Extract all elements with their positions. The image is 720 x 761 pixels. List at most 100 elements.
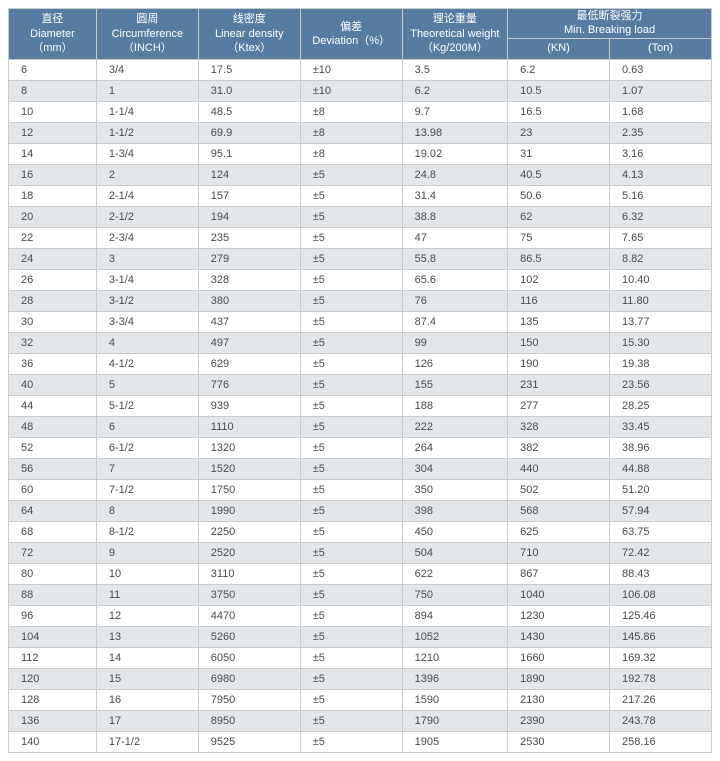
cell-kn: 135 (508, 311, 610, 332)
cell-t: 10.40 (610, 269, 712, 290)
cell-c: 2 (96, 164, 198, 185)
cell-dev: ±5 (300, 479, 402, 500)
cell-t: 192.78 (610, 668, 712, 689)
cell-d: 14 (9, 143, 97, 164)
cell-w: 31.4 (402, 185, 507, 206)
cell-c: 17 (96, 710, 198, 731)
cell-d: 72 (9, 542, 97, 563)
cell-c: 17-1/2 (96, 731, 198, 752)
cell-dev: ±5 (300, 731, 402, 752)
cell-ld: 1320 (198, 437, 300, 458)
cell-ld: 939 (198, 395, 300, 416)
table-row: 182-1/4157±531.450.65.16 (9, 185, 712, 206)
cell-t: 125.46 (610, 605, 712, 626)
cell-t: 0.63 (610, 59, 712, 80)
header-dev-cn: 偏差 (340, 21, 362, 33)
cell-w: 3.5 (402, 59, 507, 80)
header-brk-en: Min. Breaking load (564, 24, 655, 36)
cell-ld: 7950 (198, 689, 300, 710)
cell-c: 2-1/2 (96, 206, 198, 227)
table-row: 405776±515523123.56 (9, 374, 712, 395)
cell-w: 38.8 (402, 206, 507, 227)
cell-w: 126 (402, 353, 507, 374)
cell-ld: 1990 (198, 500, 300, 521)
cell-kn: 2390 (508, 710, 610, 731)
table-row: 283-1/2380±57611611.80 (9, 290, 712, 311)
cell-d: 96 (9, 605, 97, 626)
cell-dev: ±5 (300, 584, 402, 605)
cell-d: 80 (9, 563, 97, 584)
cell-c: 1 (96, 80, 198, 101)
cell-d: 22 (9, 227, 97, 248)
cell-c: 16 (96, 689, 198, 710)
table-row: 445-1/2939±518827728.25 (9, 395, 712, 416)
table-row: 303-3/4437±587.413513.77 (9, 311, 712, 332)
cell-kn: 16.5 (508, 101, 610, 122)
cell-ld: 3110 (198, 563, 300, 584)
cell-ld: 4470 (198, 605, 300, 626)
cell-kn: 75 (508, 227, 610, 248)
table-row: 96124470±58941230125.46 (9, 605, 712, 626)
table-row: 5671520±530444044.88 (9, 458, 712, 479)
header-breaking: 最低断裂强力 Min. Breaking load (508, 9, 712, 39)
cell-c: 5-1/2 (96, 395, 198, 416)
cell-w: 76 (402, 290, 507, 311)
cell-dev: ±10 (300, 59, 402, 80)
cell-c: 15 (96, 668, 198, 689)
cell-d: 20 (9, 206, 97, 227)
header-weight: 理论重量 Theoretical weight （Kg/200M） (402, 9, 507, 60)
cell-c: 11 (96, 584, 198, 605)
table-header: 直径 Diameter （mm） 圆周 Circumference （INCH）… (9, 9, 712, 60)
cell-dev: ±5 (300, 332, 402, 353)
cell-ld: 497 (198, 332, 300, 353)
cell-ld: 1110 (198, 416, 300, 437)
cell-d: 28 (9, 290, 97, 311)
cell-ld: 95.1 (198, 143, 300, 164)
header-density: 线密度 Linear density （Ktex） (198, 9, 300, 60)
header-wt-unit: （Kg/200M） (422, 42, 488, 54)
table-row: 688-1/22250±545062563.75 (9, 521, 712, 542)
cell-c: 8-1/2 (96, 521, 198, 542)
cell-ld: 31.0 (198, 80, 300, 101)
cell-w: 1210 (402, 647, 507, 668)
cell-w: 350 (402, 479, 507, 500)
cell-w: 450 (402, 521, 507, 542)
cell-d: 136 (9, 710, 97, 731)
table-row: 607-1/21750±535050251.20 (9, 479, 712, 500)
cell-w: 19.02 (402, 143, 507, 164)
cell-t: 6.32 (610, 206, 712, 227)
table-row: 6481990±539856857.94 (9, 500, 712, 521)
cell-dev: ±5 (300, 710, 402, 731)
cell-w: 13.98 (402, 122, 507, 143)
cell-d: 140 (9, 731, 97, 752)
cell-t: 3.16 (610, 143, 712, 164)
table-row: 526-1/21320±526438238.96 (9, 437, 712, 458)
table-row: 162124±524.840.54.13 (9, 164, 712, 185)
cell-ld: 629 (198, 353, 300, 374)
table-body: 63/417.5±103.56.20.638131.0±106.210.51.0… (9, 59, 712, 752)
cell-c: 7 (96, 458, 198, 479)
table-row: 7292520±550471072.42 (9, 542, 712, 563)
table-row: 263-1/4328±565.610210.40 (9, 269, 712, 290)
cell-dev: ±5 (300, 227, 402, 248)
cell-t: 13.77 (610, 311, 712, 332)
cell-kn: 150 (508, 332, 610, 353)
cell-w: 87.4 (402, 311, 507, 332)
cell-t: 33.45 (610, 416, 712, 437)
cell-c: 13 (96, 626, 198, 647)
cell-d: 88 (9, 584, 97, 605)
table-row: 104135260±510521430145.86 (9, 626, 712, 647)
cell-dev: ±5 (300, 269, 402, 290)
cell-c: 9 (96, 542, 198, 563)
cell-c: 8 (96, 500, 198, 521)
cell-kn: 231 (508, 374, 610, 395)
cell-dev: ±5 (300, 395, 402, 416)
cell-t: 51.20 (610, 479, 712, 500)
cell-dev: ±5 (300, 563, 402, 584)
cell-kn: 1040 (508, 584, 610, 605)
table-row: 324497±59915015.30 (9, 332, 712, 353)
cell-kn: 102 (508, 269, 610, 290)
cell-kn: 23 (508, 122, 610, 143)
cell-d: 36 (9, 353, 97, 374)
cell-t: 1.07 (610, 80, 712, 101)
